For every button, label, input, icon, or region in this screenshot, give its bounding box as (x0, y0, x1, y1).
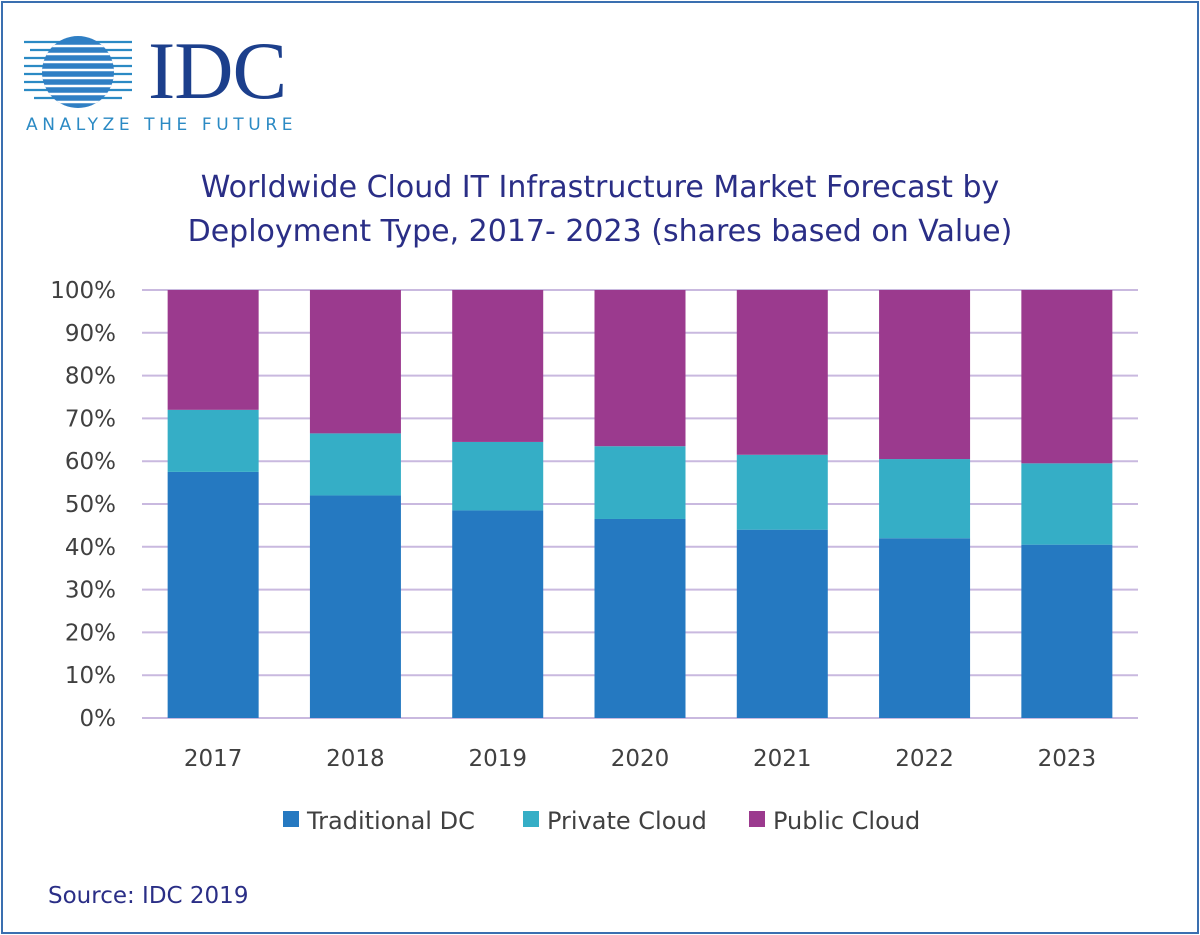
y-tick-label: 0% (80, 706, 117, 732)
legend-swatch-private-cloud (523, 811, 539, 827)
y-tick-label: 30% (65, 578, 116, 604)
chart-title-line-1: Worldwide Cloud IT Infrastructure Market… (200, 170, 1000, 205)
bar-segment-traditional-dc-2019 (452, 510, 544, 718)
legend-label-public-cloud: Public Cloud (773, 807, 920, 835)
bar-segment-public-cloud-2022 (879, 290, 971, 460)
bar-segment-private-cloud-2019 (452, 441, 544, 511)
y-tick-label: 40% (65, 535, 116, 561)
bar-segment-private-cloud-2017 (167, 409, 259, 472)
bar-segment-traditional-dc-2020 (594, 518, 686, 718)
logo-tagline: ANALYZE THE FUTURE (26, 115, 298, 135)
legend-label-traditional-dc: Traditional DC (306, 807, 475, 835)
y-tick-label: 80% (65, 364, 116, 390)
x-tick-label: 2019 (468, 746, 527, 772)
bar-segment-traditional-dc-2022 (879, 538, 971, 718)
source-note: Source: IDC 2019 (48, 883, 249, 909)
bar-segment-traditional-dc-2023 (1021, 544, 1113, 718)
chart-title-line-2: Deployment Type, 2017- 2023 (shares base… (187, 214, 1013, 249)
y-tick-label: 70% (65, 406, 116, 432)
x-tick-label: 2021 (753, 746, 812, 772)
y-tick-label: 20% (65, 620, 116, 646)
x-tick-label: 2023 (1038, 746, 1097, 772)
legend-label-private-cloud: Private Cloud (547, 807, 707, 835)
x-tick-label: 2022 (895, 746, 954, 772)
x-tick-label: 2018 (326, 746, 385, 772)
bar-segment-traditional-dc-2021 (736, 529, 828, 718)
y-tick-label: 100% (50, 278, 116, 304)
x-tick-label: 2020 (611, 746, 670, 772)
bar-segment-public-cloud-2017 (167, 290, 259, 410)
legend-swatch-traditional-dc (283, 811, 299, 827)
y-tick-label: 50% (65, 492, 116, 518)
bar-segment-public-cloud-2023 (1021, 290, 1113, 464)
x-tick-label: 2017 (184, 746, 243, 772)
bar-segment-private-cloud-2021 (736, 454, 828, 530)
idc-globe-logo-icon (24, 36, 132, 108)
y-tick-label: 60% (65, 449, 116, 475)
bar-segment-private-cloud-2022 (879, 459, 971, 539)
bar-segment-public-cloud-2018 (309, 290, 401, 434)
bar-segment-private-cloud-2023 (1021, 463, 1113, 545)
chart-title: Worldwide Cloud IT Infrastructure Market… (100, 166, 1100, 254)
bar-segment-private-cloud-2020 (594, 446, 686, 519)
y-tick-label: 10% (65, 663, 116, 689)
bar-segment-traditional-dc-2018 (309, 495, 401, 718)
idc-logo-text: IDC (148, 25, 287, 116)
legend-swatch-public-cloud (749, 811, 765, 827)
bar-segment-public-cloud-2021 (736, 290, 828, 455)
bar-segment-private-cloud-2018 (309, 433, 401, 496)
y-tick-label: 90% (65, 321, 116, 347)
bar-segment-public-cloud-2019 (452, 290, 544, 442)
bar-segment-traditional-dc-2017 (167, 471, 259, 718)
bar-segment-public-cloud-2020 (594, 290, 686, 447)
